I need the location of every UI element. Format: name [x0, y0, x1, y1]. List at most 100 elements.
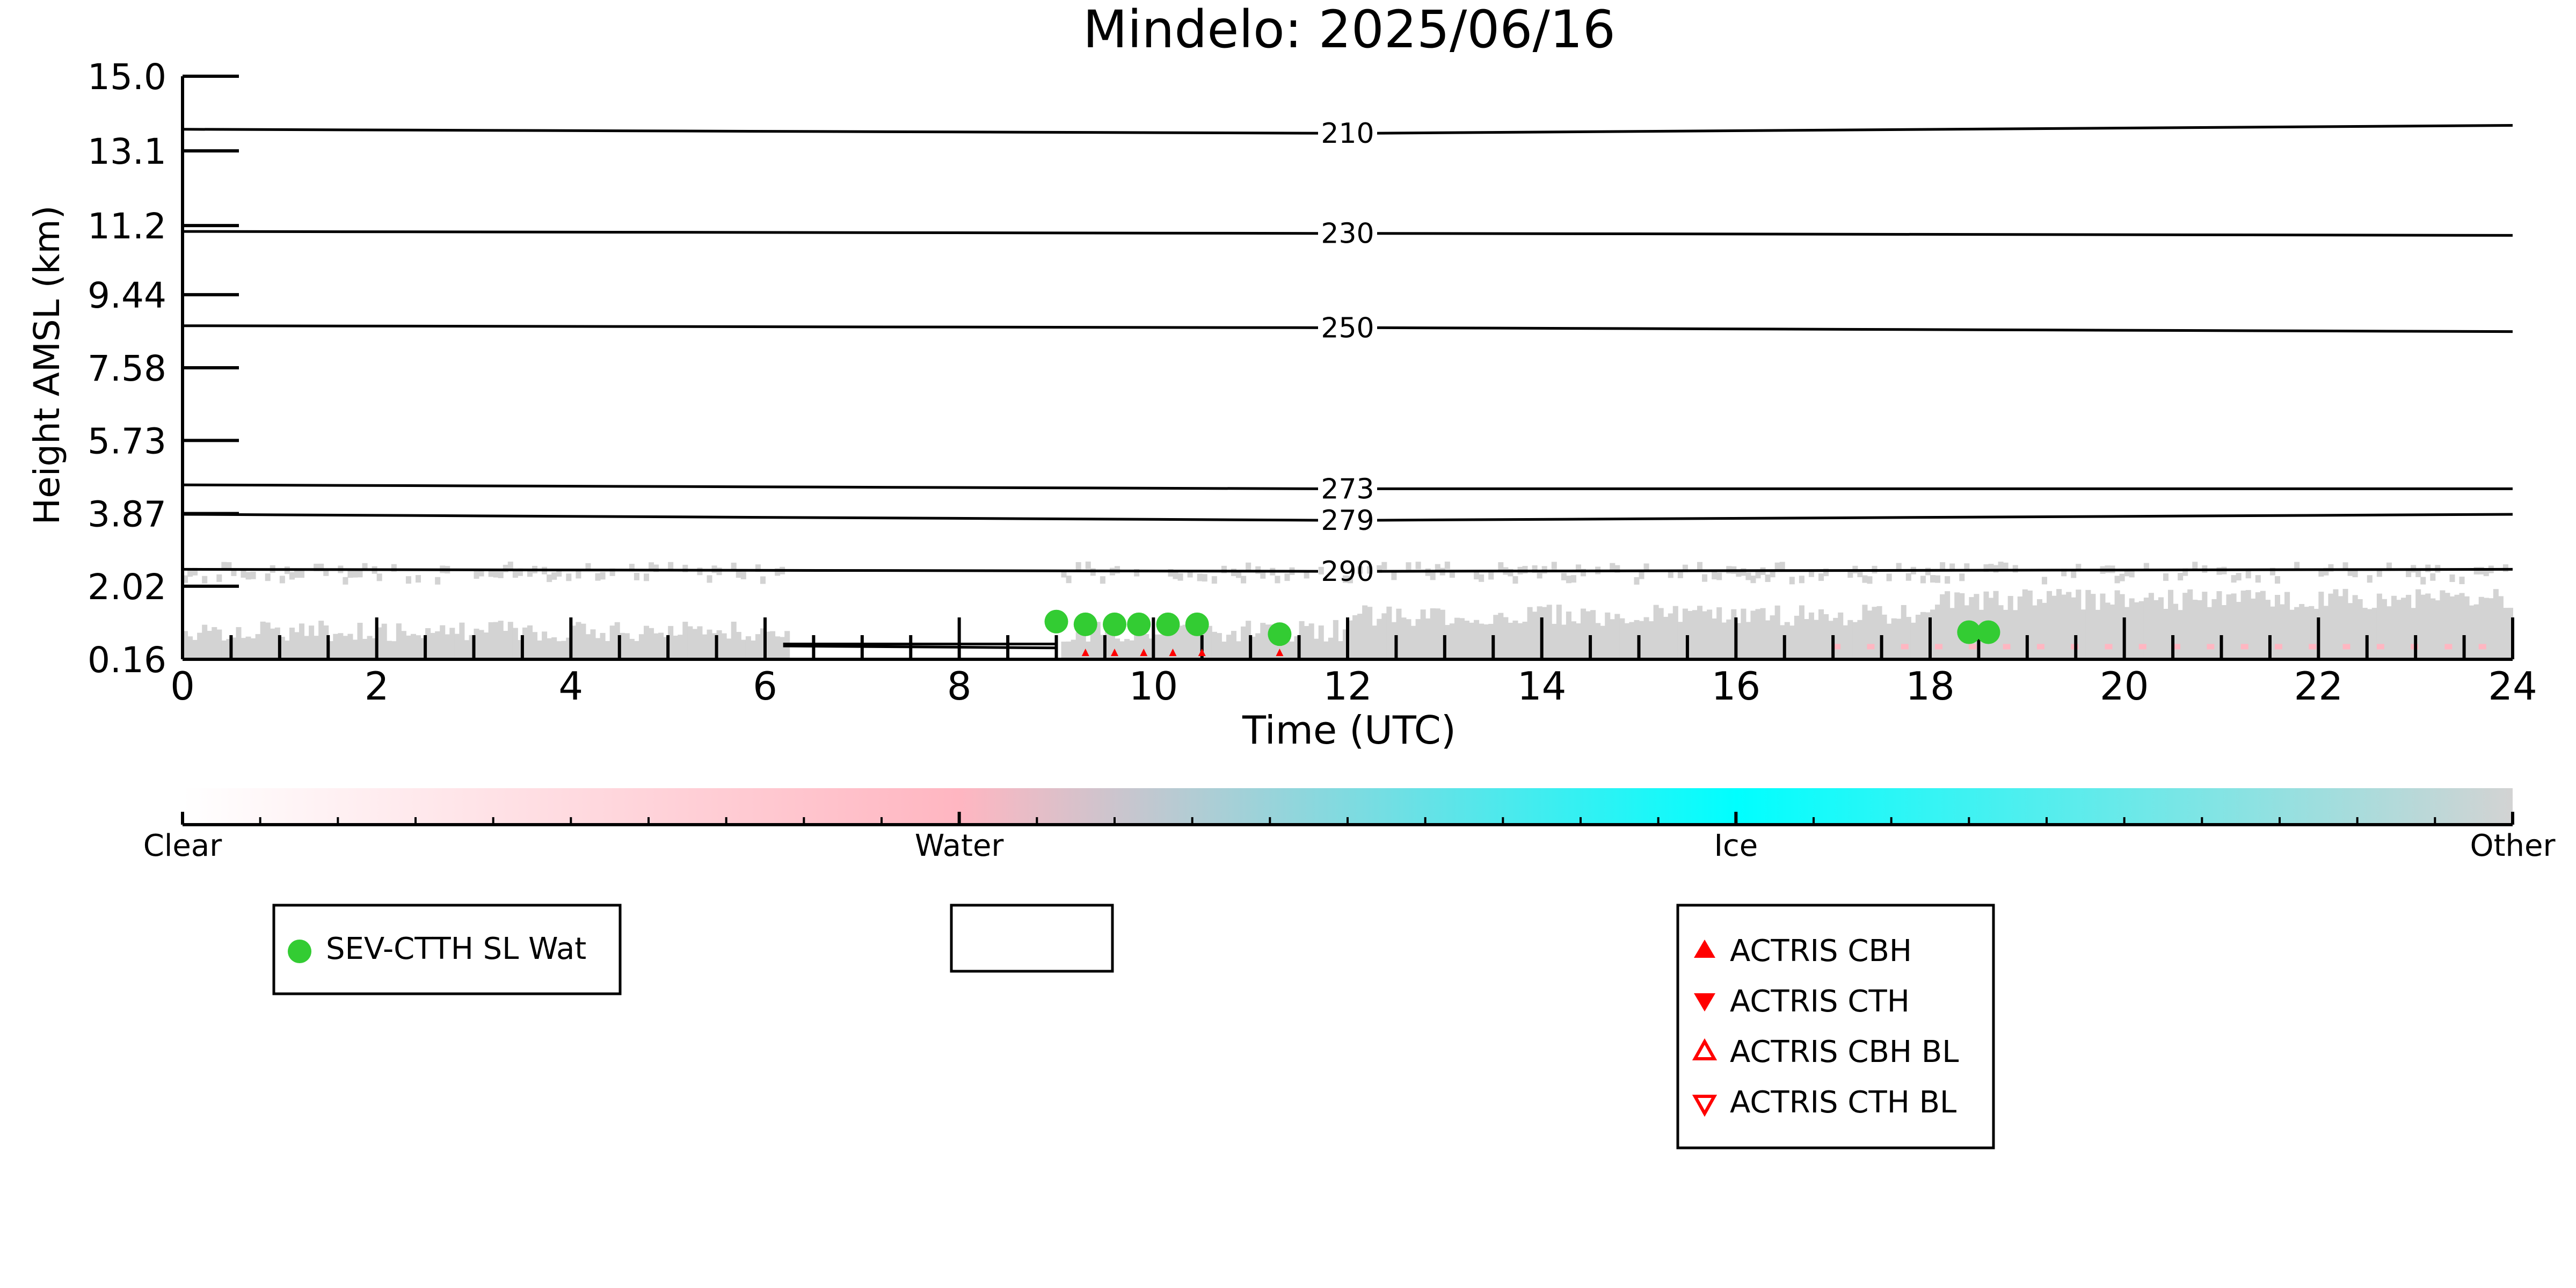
cloud-column: [2124, 607, 2130, 659]
x-tick-label: 0: [170, 664, 195, 709]
cloud-column: [1134, 631, 1140, 659]
cloud-column: [405, 635, 411, 659]
cloud-layer-patch: [1085, 561, 1091, 569]
cloud-layer-patch: [551, 572, 557, 580]
cloud-layer-patch: [600, 572, 606, 580]
cloud-layer-patch: [1537, 571, 1542, 579]
cloud-column: [760, 628, 766, 659]
cloud-column: [1474, 620, 1480, 659]
cloud-layer-patch: [682, 564, 688, 572]
cloud-layer-patch: [1357, 566, 1363, 574]
cloud-layer-patch: [2114, 576, 2120, 584]
cloud-column: [1401, 617, 1407, 659]
cloud-column: [1867, 610, 1873, 659]
cloud-column: [585, 634, 591, 659]
colorbar-label: Clear: [143, 828, 222, 863]
cloud-column: [2221, 605, 2227, 659]
cloud-column: [1129, 640, 1135, 659]
cloud-layer-patch: [2192, 562, 2198, 570]
legend-label: SEV-CTTH SL Wat: [326, 932, 586, 966]
cloud-layer-patch: [1211, 576, 1217, 584]
cloud-layer-patch: [2178, 573, 2184, 581]
cloud-layer-patch: [1755, 571, 1761, 579]
cloud-layer-patch: [343, 577, 348, 585]
cloud-layer-patch: [1575, 564, 1581, 572]
cloud-column: [1551, 623, 1557, 659]
cloud-column: [503, 631, 508, 659]
cloud-column: [2027, 590, 2033, 659]
cloud-column: [1449, 623, 1455, 659]
cloud-column: [571, 625, 577, 659]
cloud-layer-patch: [1260, 571, 1266, 579]
cloud-column: [1153, 634, 1159, 659]
cloud-column: [2425, 593, 2431, 659]
cloud-column: [430, 632, 436, 659]
cloud-layer-patch: [357, 570, 363, 578]
water-cloud-patch: [2207, 644, 2215, 650]
cloud-column: [2056, 589, 2062, 659]
cloud-layer-patch: [391, 564, 397, 572]
cloud-column: [1386, 606, 1392, 659]
cloud-column: [1362, 605, 1368, 659]
cloud-layer-patch: [1765, 574, 1771, 583]
actris-cbh-point: [1276, 649, 1284, 656]
cloud-column: [1920, 612, 1926, 659]
cloud-column: [1614, 614, 1620, 659]
isotherm-line: [182, 128, 1319, 135]
isotherm-label: 273: [1321, 473, 1374, 505]
cloud-layer-patch: [1202, 574, 1207, 582]
sev-ctth-point: [1073, 612, 1097, 636]
cloud-column: [459, 622, 465, 659]
cloud-column: [1910, 622, 1916, 659]
cloud-column: [1682, 608, 1688, 659]
cloud-column: [1163, 632, 1169, 659]
cloud-column: [1255, 633, 1261, 659]
cloud-layer-patch: [1712, 572, 1718, 580]
cloud-column: [1381, 613, 1387, 659]
cloud-column: [1847, 620, 1853, 659]
cloud-column: [1590, 610, 1596, 659]
cloud-layer-patch: [1634, 577, 1640, 585]
cloud-column: [2051, 595, 2057, 659]
cloud-column: [1629, 622, 1635, 659]
cloud-column: [2333, 589, 2339, 659]
cloud-column: [2036, 599, 2042, 659]
cloud-column: [1556, 605, 1562, 659]
cloud-column: [1653, 605, 1659, 659]
x-tick-label: 4: [558, 664, 583, 709]
water-cloud-patch: [1901, 644, 1909, 650]
cloud-layer-patch: [1808, 569, 1814, 577]
cloud-layer-patch: [2163, 573, 2169, 581]
cloud-layer-patch: [1862, 575, 1868, 583]
cloud-layer-patch: [1318, 566, 1324, 574]
cloud-column: [2007, 596, 2013, 659]
cloud-layer-patch: [2430, 573, 2436, 581]
cloud-column: [1668, 613, 1673, 659]
cloud-column: [1197, 631, 1203, 659]
cloud-layer-patch: [2449, 574, 2455, 582]
cloud-layer-patch: [755, 564, 761, 572]
cloud-column: [1328, 637, 1334, 659]
cloud-column: [1905, 617, 1911, 659]
cloud-layer-patch: [1275, 576, 1280, 584]
cloud-column: [1789, 625, 1795, 659]
cloud-column: [221, 641, 227, 659]
cloud-column: [1610, 619, 1616, 659]
cloud-column: [416, 635, 421, 659]
x-tick-label: 10: [1129, 664, 1178, 709]
cloud-layer-patch: [1061, 570, 1067, 578]
cloud-layer-patch: [1197, 573, 1203, 581]
cloud-layer-patch: [629, 564, 635, 572]
cloud-layer-patch: [1566, 576, 1571, 584]
cloud-layer-patch: [265, 573, 271, 581]
cloud-column: [1226, 635, 1232, 659]
cloud-layer-patch: [1867, 576, 1873, 584]
cloud-column: [391, 641, 397, 659]
cloud-column: [197, 632, 203, 659]
cloud-column: [1702, 611, 1708, 659]
cloud-column: [1177, 625, 1183, 659]
cloud-column: [1221, 642, 1227, 659]
cloud-column: [2158, 597, 2164, 659]
cloud-column: [2071, 597, 2077, 659]
